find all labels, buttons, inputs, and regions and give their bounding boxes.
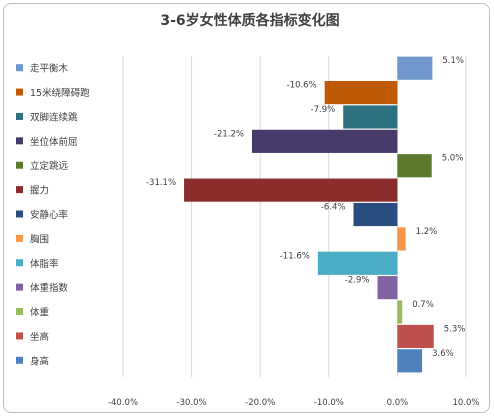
- legend-swatch: [16, 64, 23, 72]
- legend-swatch: [16, 186, 23, 194]
- x-tick-label: -10.0%: [314, 398, 344, 408]
- bar: [397, 227, 406, 251]
- legend-label: 双脚连续跳: [30, 111, 78, 123]
- data-label: -6.4%: [321, 203, 346, 213]
- legend-swatch: [16, 88, 23, 96]
- data-label: 5.0%: [442, 154, 464, 164]
- legend-label: 15米绕障碍跑: [30, 87, 90, 99]
- legend-label: 立定跳远: [30, 160, 69, 172]
- legend-swatch: [16, 259, 23, 267]
- legend-label: 握力: [30, 185, 49, 197]
- legend-label: 坐高: [30, 331, 49, 343]
- data-label: -7.9%: [311, 105, 336, 115]
- data-label: 0.7%: [412, 300, 434, 310]
- bar: [397, 324, 434, 349]
- legend-swatch: [16, 210, 23, 218]
- data-label: 1.2%: [416, 227, 438, 237]
- legend-label: 走平衡木: [30, 63, 69, 75]
- legend-label: 身高: [30, 355, 49, 367]
- data-label: 5.1%: [442, 56, 464, 66]
- x-tick-label: 10.0%: [452, 398, 479, 408]
- legend-label: 体脂率: [30, 258, 59, 270]
- legend-swatch: [16, 308, 23, 316]
- legend-swatch: [16, 332, 23, 340]
- legend-swatch: [16, 112, 23, 120]
- legend: 走平衡木 15米绕障碍跑双脚连续跳坐位体前屈立定跳远握力安静心率胸围体脂率体重指数…: [16, 63, 90, 367]
- bar: [353, 202, 398, 227]
- data-label: -21.2%: [214, 129, 244, 139]
- legend-label: 安静心率: [30, 209, 69, 221]
- data-label: -2.9%: [345, 276, 370, 286]
- x-tick-label: -20.0%: [245, 398, 275, 408]
- bar: [397, 300, 403, 324]
- legend-swatch: [16, 356, 23, 364]
- x-axis: -40.0% -30.0% -20.0% -10.0% 0.0% 10.0%: [108, 398, 480, 408]
- bar: [397, 56, 433, 80]
- bar: [317, 251, 398, 275]
- data-label: 5.3%: [444, 324, 466, 334]
- bar: [343, 105, 398, 129]
- bar: [397, 349, 423, 373]
- data-label: -10.6%: [287, 81, 317, 91]
- data-label: -31.1%: [146, 178, 176, 188]
- legend-label: 体重: [30, 307, 50, 319]
- bar: [324, 80, 398, 105]
- legend-swatch: [16, 283, 23, 291]
- x-tick-label: -40.0%: [108, 398, 138, 408]
- data-label: -11.6%: [280, 251, 310, 261]
- data-label: 3.6%: [432, 349, 454, 359]
- bar: [184, 178, 398, 202]
- x-tick-label: 0.0%: [387, 398, 409, 408]
- legend-label: 胸围: [30, 233, 49, 245]
- legend-swatch: [16, 137, 23, 145]
- data-labels: 5.1% -10.6% -7.9% -21.2% 5.0% -31.1% -6.4% 1.2%…: [146, 56, 465, 359]
- legend-swatch: [16, 234, 23, 242]
- legend-label: 坐位体前屈: [30, 136, 78, 148]
- bars: [184, 56, 434, 373]
- bar: [377, 276, 398, 300]
- bar: [397, 154, 432, 178]
- legend-swatch: [16, 161, 23, 169]
- chart-title: 3-6岁女性体质各指标变化图: [160, 12, 339, 29]
- legend-label: 体重指数: [30, 282, 69, 294]
- bar: [251, 129, 398, 153]
- x-tick-label: -30.0%: [177, 398, 207, 408]
